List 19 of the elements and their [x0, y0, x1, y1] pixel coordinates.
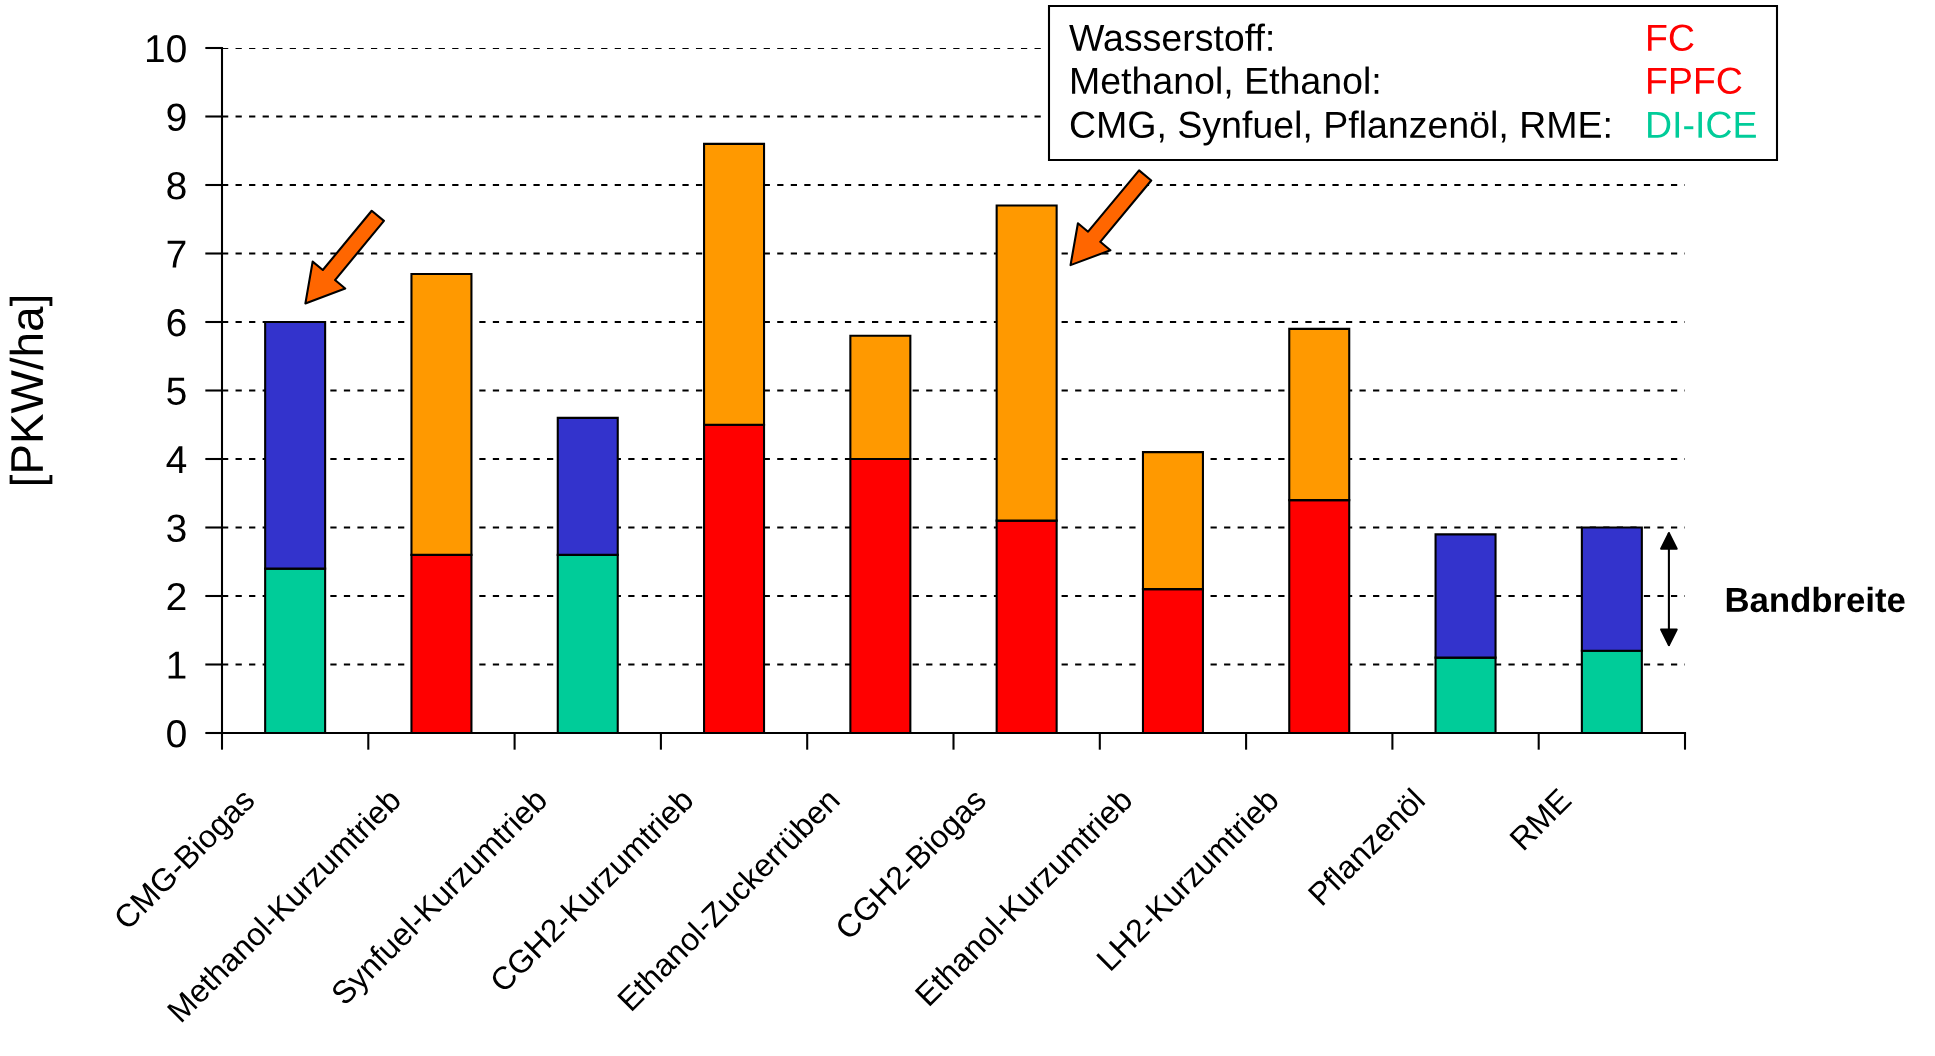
- annotation: CMG, Synfuel, Pflanzenöl, RME:: [1070, 110, 1610, 146]
- y-tick-label: 7: [167, 240, 186, 268]
- y-tick-label: 0: [167, 719, 186, 748]
- annotation: DI-ICE: [1648, 111, 1756, 139]
- annotation: FC: [1648, 24, 1694, 52]
- y-axis-title: [PKW/ha]: [9, 296, 53, 485]
- y-tick-label: 3: [167, 514, 186, 542]
- y-tick-label: 5: [167, 377, 186, 405]
- y-tick-label: 1: [168, 651, 186, 679]
- y-tick-label: 10: [146, 34, 186, 63]
- y-tick-label: 4: [166, 446, 187, 474]
- text: Bandbreite: [1726, 586, 1905, 613]
- y-tick-label: 2: [167, 582, 186, 611]
- y-tick-label: 9: [167, 103, 186, 131]
- annotation: FPFC: [1648, 67, 1742, 95]
- annotation: Wasserstoff:: [1069, 23, 1272, 52]
- y-tick-label: 6: [167, 308, 186, 337]
- y-tick-label: 8: [167, 171, 186, 200]
- annotation: Methanol, Ethanol:: [1072, 66, 1379, 99]
